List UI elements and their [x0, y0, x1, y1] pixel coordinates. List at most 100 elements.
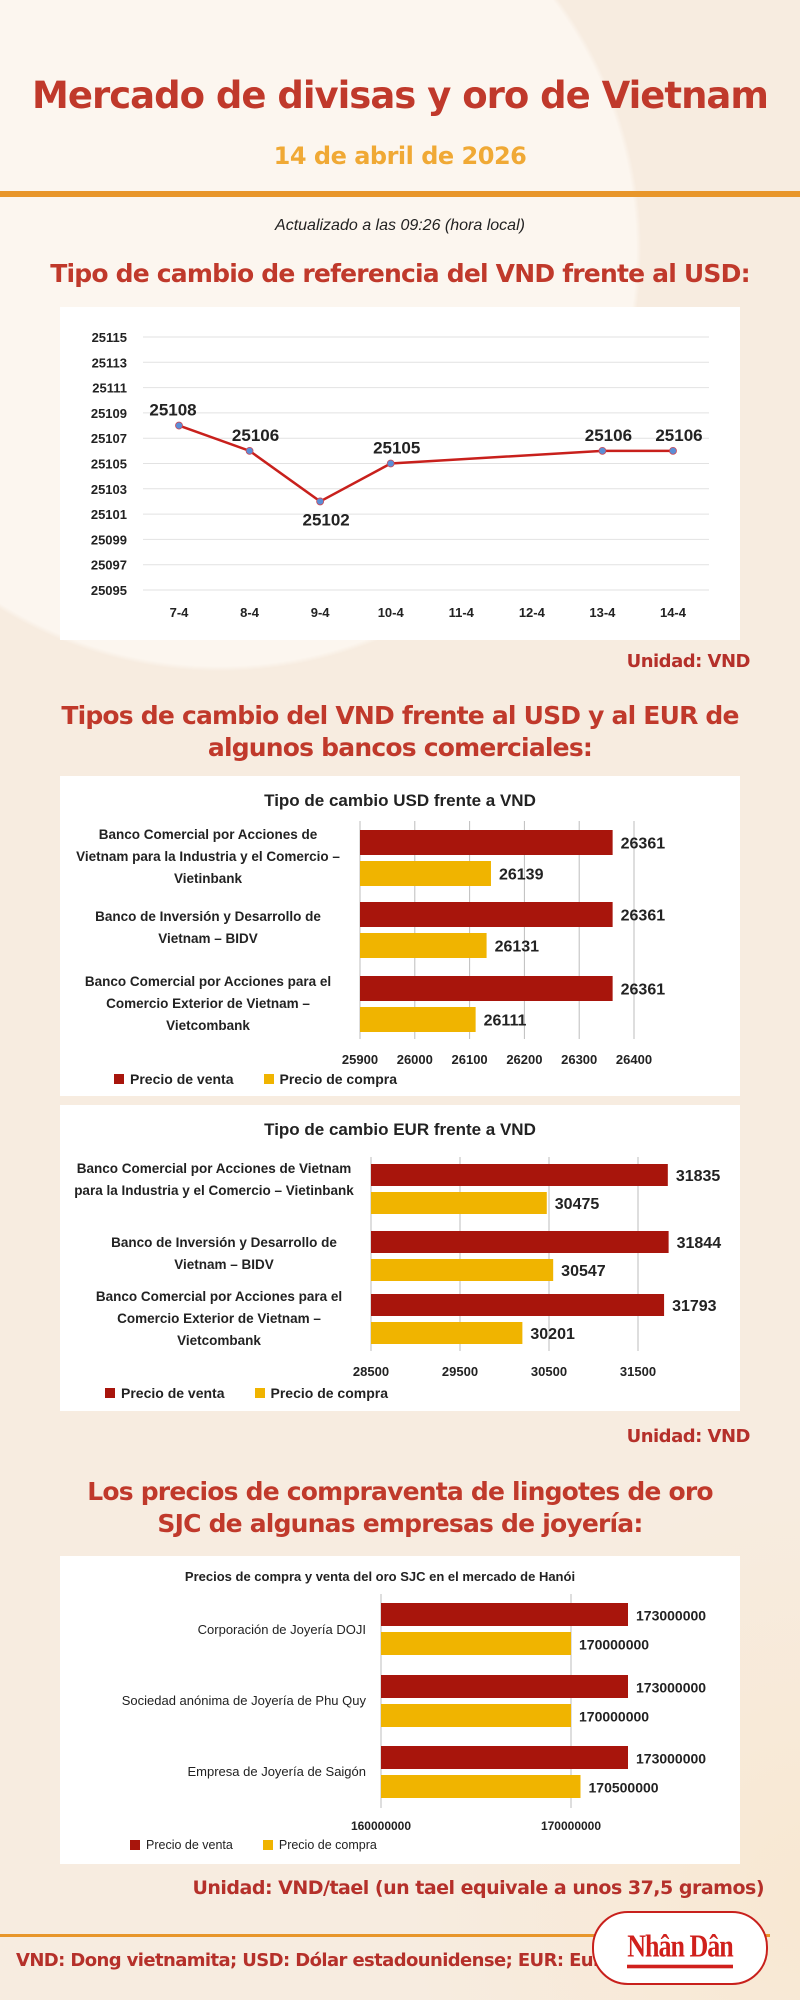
- buy-bar: [381, 1704, 571, 1727]
- updated-time: Actualizado a las 09:26 (hora local): [275, 217, 525, 234]
- legend-label: Precio de venta: [146, 1838, 233, 1852]
- data-point: [669, 446, 677, 455]
- gold-category-label: Corporación de Joyería DOJI: [197, 1622, 366, 1637]
- page-date: 14 de abril de 2026: [273, 142, 527, 170]
- x-tick-label: 31500: [620, 1364, 656, 1379]
- buy-bar: [360, 861, 491, 886]
- x-tick-label: 11-4: [449, 605, 475, 620]
- usd-chart-title: Tipo de cambio USD frente a VND: [264, 791, 536, 810]
- buy-bar: [381, 1632, 571, 1655]
- legend-label: Precio de venta: [121, 1385, 225, 1401]
- eur-category-label: Banco de Inversión y Desarrollo de Vietn…: [111, 1235, 337, 1272]
- buy-bar: [371, 1192, 547, 1214]
- legend-item-buy: Precio de compra: [263, 1071, 398, 1087]
- data-point: [386, 459, 395, 468]
- x-tick-label: 10-4: [378, 605, 405, 620]
- series-line: [178, 424, 673, 503]
- sell-bar: [360, 830, 613, 855]
- banks-heading-line1: Tipos de cambio del VND frente al USD y …: [61, 701, 739, 730]
- banks-unit: Unidad: VND: [626, 1426, 751, 1447]
- legend-label: Precio de venta: [130, 1071, 234, 1087]
- gold-legend: Precio de venta Precio de compra: [130, 1838, 377, 1852]
- x-tick-label: 26400: [616, 1052, 652, 1067]
- data-point: [598, 446, 607, 455]
- x-tick-label: 26100: [452, 1052, 488, 1067]
- reference-unit: Unidad: VND: [626, 651, 751, 672]
- y-tick-label: 25101: [91, 507, 127, 522]
- data-label: 26361: [621, 908, 666, 925]
- page-title: Mercado de divisas y oro de Vietnam: [32, 74, 769, 117]
- sell-bar: [360, 976, 613, 1001]
- data-label: 25108: [149, 401, 196, 420]
- data-label: 26131: [495, 939, 540, 956]
- buy-bar: [371, 1322, 523, 1344]
- data-label: 30547: [561, 1263, 606, 1280]
- legend-label: Precio de compra: [270, 1385, 389, 1401]
- x-tick-label: 26200: [506, 1052, 542, 1067]
- footer-note: VND: Dong vietnamita; USD: Dólar estadou…: [16, 1950, 614, 1971]
- legend-label: Precio de compra: [279, 1071, 398, 1087]
- y-tick-label: 25103: [91, 482, 127, 497]
- gold-heading-line2: SJC de algunas empresas de joyería:: [157, 1509, 643, 1538]
- gold-heading-line1: Los precios de compraventa de lingotes d…: [87, 1477, 713, 1506]
- data-point: [175, 421, 183, 430]
- nhan-dan-logo: Nhân Dân: [592, 1911, 768, 1985]
- reference-heading: Tipo de cambio de referencia del VND fre…: [50, 259, 750, 288]
- x-tick-label: 30500: [531, 1364, 567, 1379]
- legend-item-sell: Precio de venta: [105, 1385, 225, 1401]
- sell-bar: [360, 902, 613, 927]
- sell-swatch: [105, 1388, 115, 1398]
- sell-bar: [371, 1294, 665, 1316]
- y-tick-label: 25097: [91, 558, 127, 573]
- data-label: 25106: [232, 426, 279, 445]
- buy-swatch: [263, 1074, 274, 1084]
- x-tick-label: 160000000: [351, 1819, 411, 1833]
- eur-chart-title: Tipo de cambio EUR frente a VND: [264, 1120, 536, 1139]
- sell-bar: [381, 1746, 628, 1769]
- usd-category-label: Banco Comercial por Acciones para el Com…: [84, 974, 332, 1033]
- sell-bar: [381, 1603, 628, 1626]
- buy-bar: [381, 1775, 581, 1798]
- x-tick-label: 25900: [342, 1052, 378, 1067]
- eur-legend: Precio de venta Precio de compra: [105, 1385, 388, 1401]
- buy-bar: [360, 933, 487, 958]
- legend-item-buy: Precio de compra: [254, 1385, 389, 1401]
- sell-bar: [371, 1164, 668, 1186]
- x-tick-label: 26000: [397, 1052, 433, 1067]
- gold-chart-title: Precios de compra y venta del oro SJC en…: [184, 1569, 576, 1584]
- x-tick-label: 8-4: [240, 605, 260, 620]
- data-point: [245, 446, 254, 455]
- sell-bar: [381, 1675, 628, 1698]
- data-label: 173000000: [636, 1608, 706, 1624]
- y-tick-label: 25111: [92, 381, 127, 396]
- usd-category-label: Banco Comercial por Acciones de Vietnam …: [76, 827, 340, 886]
- x-tick-label: 29500: [442, 1364, 478, 1379]
- eur-category-label: Banco Comercial por Acciones de Vietnam …: [74, 1161, 354, 1198]
- legend-item-sell: Precio de venta: [130, 1838, 233, 1852]
- legend-label: Precio de compra: [278, 1838, 377, 1852]
- buy-swatch: [254, 1388, 265, 1398]
- gold-category-label: Empresa de Joyería de Saigón: [187, 1764, 367, 1779]
- data-label: 26361: [621, 982, 666, 999]
- data-label: 31793: [672, 1298, 717, 1315]
- buy-bar: [371, 1259, 554, 1281]
- x-tick-label: 14-4: [660, 605, 687, 620]
- data-label: 26111: [484, 1013, 527, 1030]
- data-label: 173000000: [636, 1751, 706, 1767]
- data-label: 25106: [585, 426, 632, 445]
- banks-heading-line2: algunos bancos comerciales:: [207, 733, 593, 762]
- x-tick-label: 7-4: [170, 605, 190, 620]
- y-tick-label: 25109: [91, 406, 127, 421]
- data-label: 30475: [555, 1196, 600, 1213]
- y-tick-label: 25105: [91, 457, 127, 472]
- usd-legend: Precio de venta Precio de compra: [114, 1071, 397, 1087]
- sell-swatch: [114, 1074, 124, 1084]
- x-tick-label: 9-4: [311, 605, 331, 620]
- data-label: 170000000: [579, 1637, 649, 1653]
- data-label: 26139: [499, 867, 544, 884]
- eur-chart-panel: [60, 1105, 740, 1411]
- x-tick-label: 170000000: [541, 1819, 601, 1833]
- legend-item-buy: Precio de compra: [262, 1838, 377, 1852]
- gold-unit: Unidad: VND/tael (un tael equivale a uno…: [192, 1877, 764, 1899]
